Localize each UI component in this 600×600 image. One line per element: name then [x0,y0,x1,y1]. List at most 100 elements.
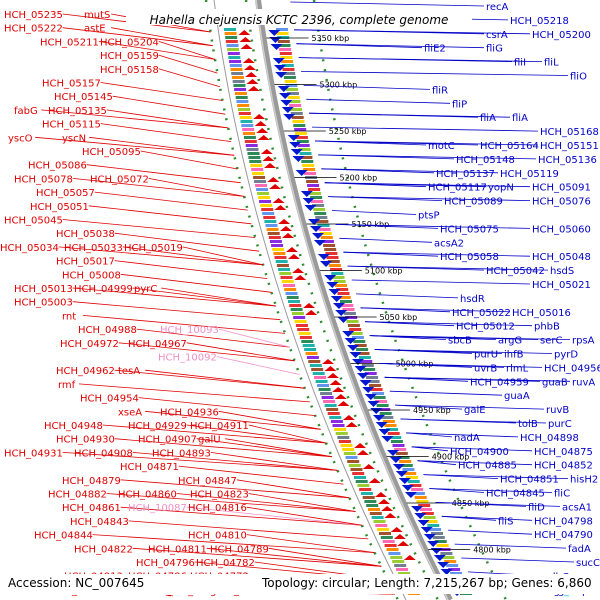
cog-band [323,244,336,247]
gene-arrow-forward [335,310,348,316]
cog-band [302,164,315,167]
leader-line [411,446,449,452]
kbp-tick-label: 4950 kbp [413,406,451,415]
gene-arrow-reverse [254,121,267,126]
cog-band [281,60,294,63]
leader-line [314,140,539,146]
cog-band [291,312,304,315]
gene-arrow-forward [308,219,321,225]
gene-arrow-forward [287,135,300,141]
kbp-tick-label: 5350 kbp [312,34,350,43]
cog-band [298,332,311,335]
gene-label: fliG [486,44,503,55]
leader-line [78,383,310,403]
gene-arrow-forward [352,359,364,365]
leader-line [448,529,533,535]
leader-line [301,71,569,76]
gene-arrow-forward [362,387,375,393]
cog-band [233,84,246,87]
leader-line [114,232,260,252]
gene-arrow-forward [347,345,359,351]
cog-band [279,48,292,51]
gene-label: HCH_05013 [14,284,73,295]
gene-label: HCH_04823 [190,490,249,501]
cog-band [366,376,379,379]
cog-band [243,132,255,135]
cog-band [320,236,333,239]
leader-line [82,315,286,334]
cog-band [431,532,443,535]
cog-band [291,116,304,119]
gene-label: HCH_05168 [540,127,599,138]
leader-line [72,301,281,321]
gene-label: HCH_05151 [540,141,599,152]
leader-line [41,109,229,129]
cog-band [359,488,372,491]
gene-arrow-forward [411,506,424,512]
cog-band [416,500,429,503]
cog-band [440,552,453,555]
gene-label: fadA [568,544,591,555]
cog-band [317,224,330,227]
cog-band [288,100,301,103]
leader-line [321,168,499,174]
gene-arrow-forward [302,198,315,204]
leader-line [106,109,229,129]
cog-band [299,152,312,155]
cog-band [260,204,273,207]
gene-label: HCH_04907 [138,435,197,446]
cog-band [231,72,244,75]
gene-label: HCH_05204 [100,37,159,48]
cog-band [306,356,319,359]
leader-line [210,452,338,471]
leader-line [178,465,344,485]
gene-label: HCH_05159 [100,51,159,62]
cog-band [304,348,317,351]
gene-label: HCH_05075 [440,224,499,235]
gene-label: HCH_04911 [190,421,249,432]
gene-arrow-forward [389,457,402,463]
gene-label: HCH_05060 [532,224,591,235]
kbp-tick-label: 5250 kbp [329,127,367,136]
gene-label: HCH_04861 [62,503,121,514]
gene-label: HCH_04956 [544,363,600,374]
cog-band [317,384,330,387]
gene-arrow-reverse [246,79,259,84]
gene-label: HCH_05091 [532,183,591,194]
leader-line [186,424,327,444]
cog-band [269,240,282,243]
gene-arrow-forward [364,394,377,400]
gene-arrow-forward [280,100,293,106]
genome-stats-text: Topology: circular; Length: 7,215,267 bp… [262,576,592,590]
cog-band [254,180,267,183]
cog-band [348,464,361,467]
cog-band [290,308,303,311]
cog-band [252,172,265,175]
cog-band [255,184,268,187]
gene-arrow-forward [295,170,308,176]
cog-band [340,444,353,447]
leader-line [411,446,533,452]
gene-arrow-forward [357,373,369,379]
cog-band [434,540,447,543]
cog-band [240,120,253,123]
leader-line [225,438,332,458]
cog-band [278,44,291,47]
gene-label: HCH_04893 [152,448,211,459]
gene-arrow-forward [337,317,350,323]
gene-arrow-forward [277,86,290,92]
gene-label: fliS [498,516,513,527]
gene-label: HCH_05033 [64,243,123,254]
leader-line [89,136,235,156]
gene-arrow-reverse [393,534,406,539]
leader-line [158,68,221,88]
cog-band [427,524,440,527]
cog-band [335,432,348,435]
gene-label: HCH_04900 [450,447,509,458]
cog-band [373,520,386,523]
leader-line [92,534,375,553]
cog-band [342,308,355,311]
cog-band [225,36,238,39]
cog-band [309,192,322,195]
gene-arrow-forward [395,471,408,477]
